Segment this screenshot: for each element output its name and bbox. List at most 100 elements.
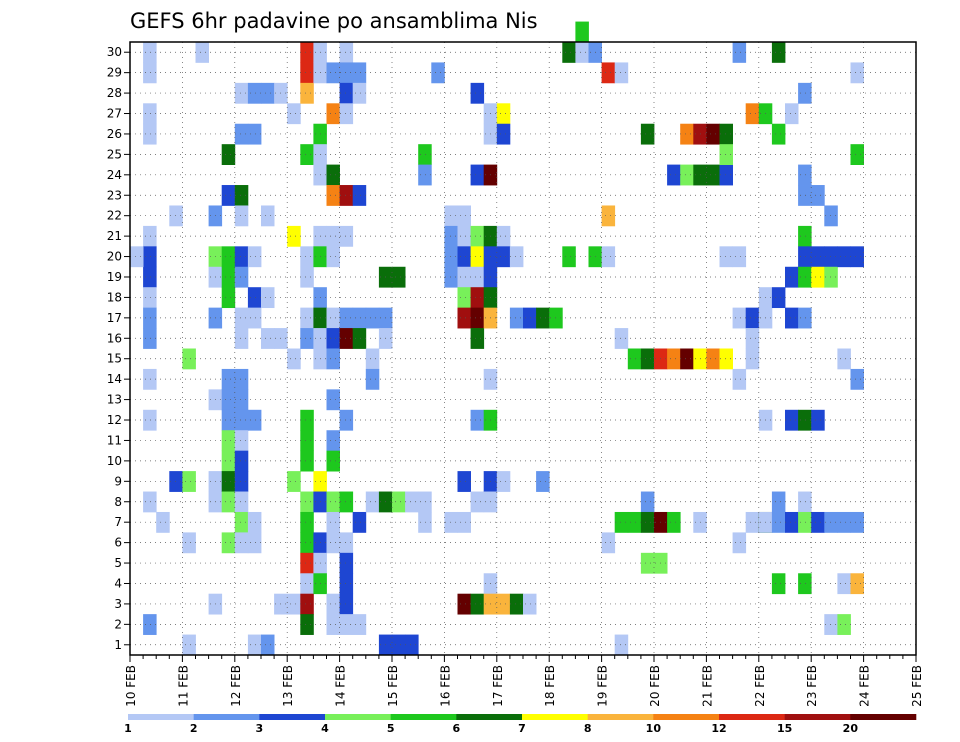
x-tick-label: 15 FEB: [386, 665, 400, 707]
heatmap-cell: [444, 266, 458, 288]
heatmap-cell: [326, 246, 340, 268]
heatmap-cell: [798, 185, 812, 206]
heatmap-cell: [169, 205, 183, 227]
heatmap-cell: [234, 123, 249, 145]
y-tick-label: 23: [107, 188, 122, 202]
heatmap-cell: [143, 307, 157, 329]
heatmap-cell: [392, 491, 406, 513]
heatmap-cell: [719, 164, 733, 186]
y-tick-label: 24: [107, 168, 122, 182]
heatmap-cell: [326, 532, 340, 554]
heatmap-cell: [339, 225, 354, 247]
heatmap-cell: [195, 42, 209, 63]
legend-label: 10: [646, 722, 662, 735]
heatmap-cell: [771, 287, 786, 309]
heatmap-cell: [339, 62, 354, 84]
heatmap-cell: [221, 450, 236, 472]
heatmap-cell: [234, 185, 249, 206]
heatmap-cell: [300, 430, 314, 452]
heatmap-cell: [509, 246, 524, 268]
heatmap-cell: [339, 573, 354, 595]
heatmap-cell: [706, 123, 720, 145]
heatmap-cell: [221, 246, 236, 268]
heatmap-cell: [470, 266, 485, 288]
heatmap-cell: [339, 307, 354, 329]
heatmap-cell: [156, 511, 170, 533]
heatmap-cell: [496, 123, 511, 145]
heatmap-cell: [182, 634, 196, 656]
heatmap-cell: [798, 225, 812, 247]
legend-swatch: [193, 714, 260, 720]
heatmap-cell: [496, 103, 511, 125]
heatmap-cell: [300, 573, 314, 595]
heatmap-cell: [365, 368, 380, 390]
heatmap-cell: [680, 164, 694, 186]
x-tick-label: 24 FEB: [858, 665, 872, 707]
heatmap-cell: [247, 123, 262, 145]
heatmap-cell: [221, 287, 236, 309]
heatmap-cell: [536, 471, 550, 492]
heatmap-cell: [470, 164, 485, 186]
heatmap-cell: [261, 82, 275, 104]
heatmap-cell: [706, 348, 720, 370]
heatmap-cell: [824, 266, 838, 288]
heatmap-cell: [221, 409, 236, 431]
heatmap-cell: [536, 307, 550, 329]
heatmap-cell: [326, 62, 340, 84]
heatmap-cell: [143, 225, 157, 247]
heatmap-cell: [287, 471, 301, 492]
heatmap-cell: [575, 42, 589, 63]
heatmap-cell: [300, 532, 314, 554]
heatmap-cell: [798, 491, 812, 513]
x-tick-label: 13 FEB: [281, 665, 295, 707]
heatmap-cell: [418, 144, 432, 165]
legend-swatch: [587, 714, 654, 720]
heatmap-cell: [444, 511, 458, 533]
x-tick-label: 21 FEB: [700, 665, 714, 707]
heatmap-cell: [339, 82, 354, 104]
heatmap-cell: [745, 328, 760, 349]
heatmap-cell: [680, 123, 694, 145]
legend-swatch: [390, 714, 457, 720]
heatmap-cell: [339, 185, 354, 206]
heatmap-cell: [300, 266, 314, 288]
x-tick-label: 20 FEB: [648, 665, 662, 707]
heatmap-cell: [326, 185, 340, 206]
heatmap-cell: [496, 225, 511, 247]
heatmap-cell: [261, 205, 275, 227]
heatmap-cell: [785, 511, 799, 533]
heatmap-cell: [247, 409, 262, 431]
x-tick-label: 19 FEB: [596, 665, 610, 707]
heatmap-cell: [339, 593, 354, 615]
heatmap-cell: [418, 164, 432, 186]
legend-swatch: [784, 714, 851, 720]
heatmap-cell: [326, 430, 340, 452]
heatmap-cell: [444, 225, 458, 247]
legend-swatch: [456, 714, 523, 720]
heatmap-cell: [300, 511, 314, 533]
legend-swatch: [522, 714, 588, 720]
heatmap-cell: [824, 511, 838, 533]
heatmap-cell: [300, 82, 314, 104]
heatmap-cell: [234, 368, 249, 390]
heatmap-cell: [234, 491, 249, 513]
y-tick-label: 2: [114, 617, 122, 631]
heatmap-cell: [247, 82, 262, 104]
heatmap-cell: [811, 185, 825, 206]
heatmap-cell: [614, 62, 629, 84]
heatmap-cell: [640, 348, 655, 370]
heatmap-cell: [300, 450, 314, 472]
heatmap-cell: [234, 328, 249, 349]
x-tick-label: 22 FEB: [753, 665, 767, 707]
heatmap-cell: [562, 246, 576, 268]
legend-swatch: [850, 714, 917, 720]
y-tick-label: 16: [107, 331, 122, 345]
heatmap-cell: [247, 246, 262, 268]
heatmap-cell: [523, 593, 537, 615]
heatmap-cell: [143, 491, 157, 513]
heatmap-cell: [785, 409, 799, 431]
heatmap-cell: [234, 246, 249, 268]
heatmap-cell: [418, 491, 432, 513]
heatmap-cell: [680, 348, 694, 370]
heatmap-cell: [457, 471, 471, 492]
